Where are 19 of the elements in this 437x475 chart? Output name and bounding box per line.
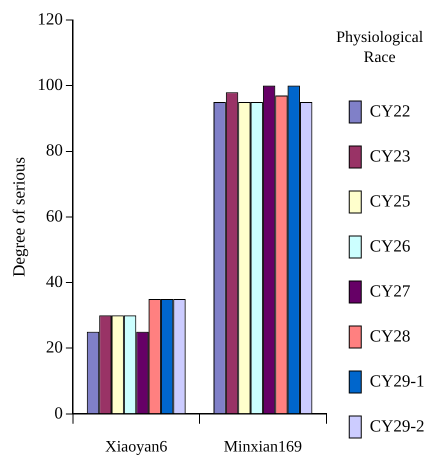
legend-label: CY26 [370, 236, 410, 256]
x-tick-label: Xiaoyan6 [105, 438, 168, 456]
y-tick-label: 40 [46, 272, 63, 291]
y-tick-label: 0 [54, 403, 63, 422]
legend-label: CY27 [370, 281, 411, 300]
y-tick-label: 100 [37, 75, 63, 94]
x-tick-label: Minxian169 [224, 438, 302, 456]
legend-title: Physiological Race [336, 29, 424, 66]
legend-label: CY29-2 [370, 416, 425, 436]
y-tick-label: 120 [37, 9, 63, 28]
legend-label: CY25 [370, 191, 410, 210]
y-tick-label: 20 [46, 338, 63, 357]
legend-label: CY23 [370, 146, 410, 166]
y-tick-label: 60 [46, 206, 63, 226]
legend-label: CY29-1 [370, 371, 425, 390]
legend-label: CY28 [370, 326, 410, 346]
legend-label: CY22 [370, 101, 410, 120]
y-axis-title: Degree of serious [10, 156, 29, 277]
y-tick-label: 80 [46, 140, 63, 160]
